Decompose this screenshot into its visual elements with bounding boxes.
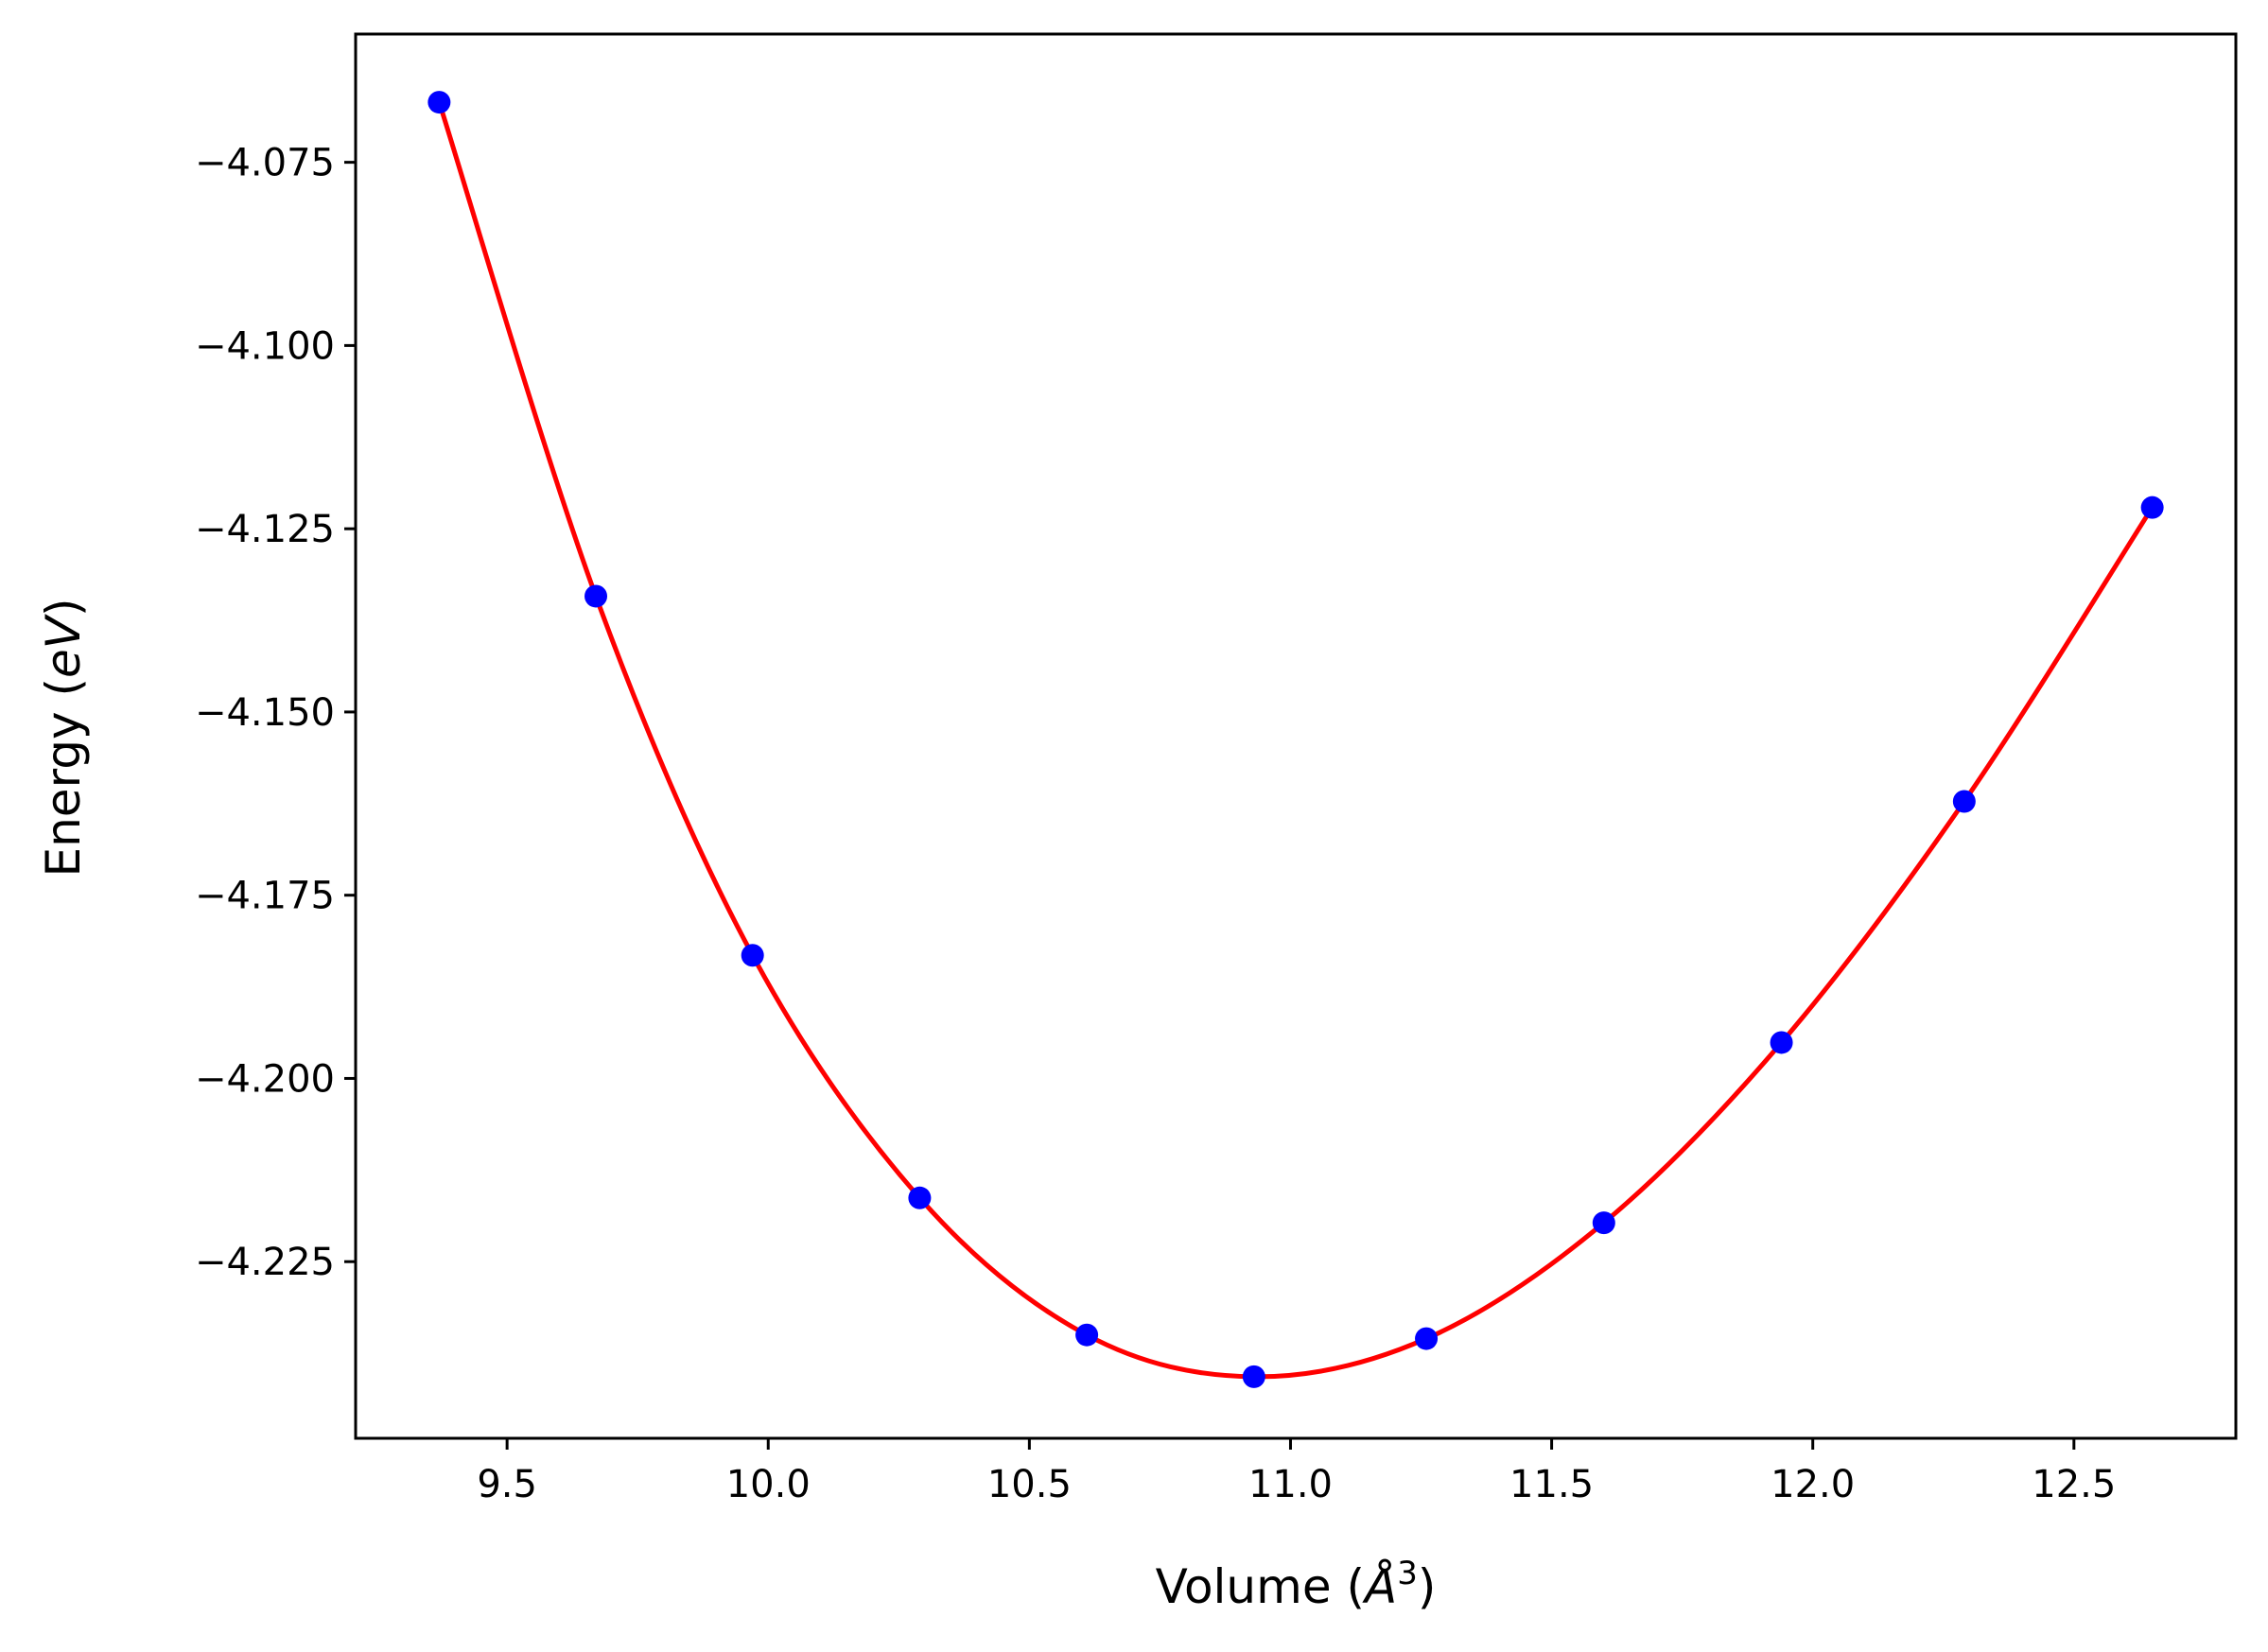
fit-curve: [437, 101, 2155, 1380]
plot-frame: [354, 32, 2238, 1440]
data-point: [427, 91, 451, 114]
y-tick-label: −4.075: [195, 142, 335, 185]
y-tick-label: −4.125: [195, 508, 335, 551]
y-tick-label: −4.200: [195, 1057, 335, 1101]
y-axis-label-unit: eV: [36, 613, 91, 678]
x-axis-label: Volume (Å3): [1156, 1555, 1437, 1614]
y-tick-label: −4.100: [195, 324, 335, 368]
data-point: [584, 584, 608, 608]
x-axis-label-suffix: ): [1418, 1559, 1437, 1614]
y-axis-label-suffix: ): [36, 599, 91, 617]
data-point: [741, 944, 764, 967]
plot-background: [356, 34, 2236, 1438]
y-tick-label: −4.175: [195, 875, 335, 918]
y-axis-label-prefix: Energy (: [36, 678, 91, 877]
y-axis-ticks: −4.075 −4.100 −4.125 −4.150 −4.175 −4.200 −4.2…: [195, 142, 356, 1284]
y-tick-label: −4.150: [195, 691, 335, 735]
x-tick-label: 11.5: [1509, 1463, 1594, 1506]
x-tick-label: 9.5: [477, 1463, 537, 1506]
x-axis-label-unit: Å: [1362, 1559, 1397, 1614]
data-point: [1592, 1211, 1615, 1235]
data-point: [1770, 1031, 1793, 1054]
x-axis-label-prefix: Volume (: [1156, 1559, 1365, 1614]
data-point: [2140, 496, 2164, 519]
x-axis-label-superscript: 3: [1397, 1555, 1418, 1592]
x-tick-label: 12.0: [1771, 1463, 1855, 1506]
y-axis-label: Energy (eV): [36, 599, 91, 878]
data-point: [908, 1186, 932, 1209]
x-axis-ticks: 9.5 10.0 10.5 11.0 11.5 12.0 12.5: [477, 1438, 2116, 1506]
x-tick-label: 11.0: [1248, 1463, 1333, 1506]
fit-curve-layer: [437, 101, 2155, 1380]
x-tick-label: 12.5: [2032, 1463, 2116, 1506]
y-tick-label: −4.225: [195, 1241, 335, 1284]
data-point: [1242, 1365, 1265, 1388]
data-points-layer: [427, 91, 2164, 1388]
x-tick-label: 10.0: [726, 1463, 811, 1506]
x-tick-label: 10.5: [987, 1463, 1072, 1506]
data-point: [1075, 1323, 1099, 1347]
data-point: [1415, 1327, 1439, 1350]
data-point: [1952, 790, 1976, 813]
